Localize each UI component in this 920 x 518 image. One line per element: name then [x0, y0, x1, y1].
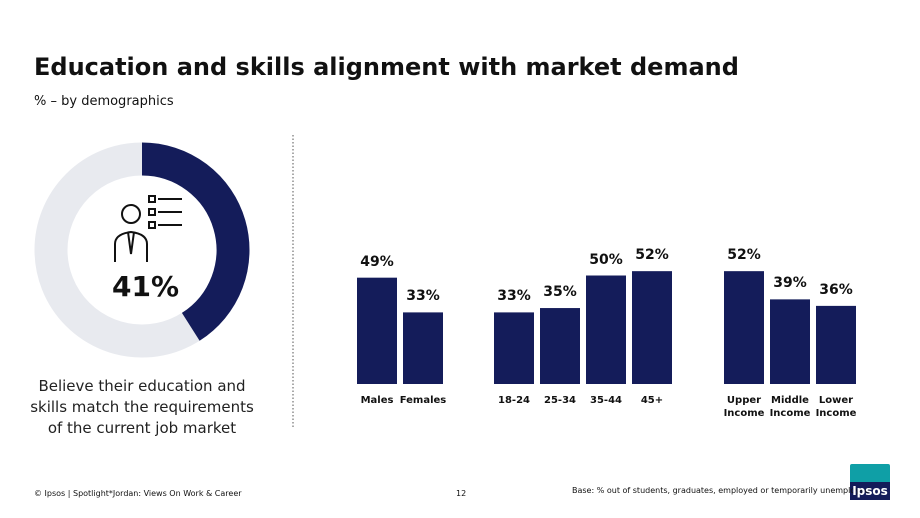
- source: © Ipsos | Spotlight*Jordan: Views On Wor…: [34, 489, 242, 498]
- value-label: 33%: [497, 288, 531, 305]
- title: Education and skills alignment with mark…: [34, 53, 739, 81]
- donut-segment: [141, 142, 250, 341]
- bar: [357, 277, 397, 384]
- category-label: 45+: [640, 395, 664, 406]
- value-label: 50%: [589, 251, 623, 268]
- bar: [494, 312, 534, 384]
- category-label: Females: [399, 395, 447, 406]
- value-label: 35%: [543, 284, 577, 301]
- page-number: 12: [456, 489, 467, 498]
- value-label: 52%: [727, 247, 761, 264]
- logo-text: Ipsos: [852, 484, 888, 498]
- bar: [403, 312, 443, 384]
- bar: [586, 275, 626, 384]
- value-label: 39%: [773, 275, 807, 292]
- category-label: 35-44: [590, 395, 622, 406]
- value-label: 52%: [635, 247, 669, 264]
- donut-label: 41%: [112, 270, 180, 303]
- subtitle: % – by demographics: [34, 94, 174, 109]
- donut-caption: Believe their education and skills match…: [30, 377, 254, 437]
- base-note: Base: % out of students, graduates, empl…: [572, 486, 870, 495]
- category-label: 18-24: [498, 395, 530, 406]
- value-label: 36%: [819, 281, 853, 298]
- bar: [632, 271, 672, 384]
- person-icon: [114, 195, 182, 262]
- logo: [850, 464, 890, 500]
- category-label: Upper Income: [723, 395, 765, 419]
- bar: [540, 308, 580, 384]
- category-label: Middle Income: [769, 395, 811, 419]
- value-label: 33%: [406, 288, 440, 305]
- category-label: Males: [360, 395, 394, 406]
- value-label: 49%: [360, 253, 394, 270]
- bar: [724, 271, 764, 384]
- category-label: Lower Income: [815, 395, 857, 419]
- bar: [770, 299, 810, 384]
- category-label: 25-34: [544, 395, 576, 406]
- bar: [816, 305, 856, 384]
